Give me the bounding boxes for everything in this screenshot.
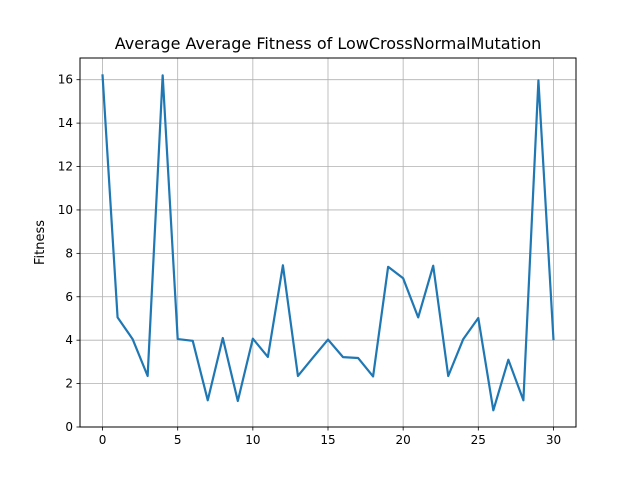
x-tick-label: 30 <box>546 433 561 447</box>
grid-lines <box>80 58 576 428</box>
x-tick-label: 20 <box>396 433 411 447</box>
y-tick-label: 12 <box>58 160 73 174</box>
x-tick-label: 15 <box>320 433 335 447</box>
series-layer <box>101 74 555 412</box>
axis-ticks: 0 5 10 15 20 25 30 0 2 4 6 8 10 12 14 16 <box>58 73 561 447</box>
y-tick-label: 6 <box>65 290 73 304</box>
y-tick-label: 4 <box>65 333 73 347</box>
y-tick-label: 14 <box>58 116 73 130</box>
y-tick-label: 10 <box>58 203 73 217</box>
x-tick-label: 0 <box>99 433 107 447</box>
x-tick-label: 25 <box>471 433 486 447</box>
x-tick-label: 5 <box>174 433 182 447</box>
y-axis-label: Fitness <box>33 220 48 265</box>
x-tick-label: 10 <box>245 433 260 447</box>
y-tick-label: 2 <box>65 377 73 391</box>
series-line <box>101 74 555 412</box>
chart-title: Average Average Fitness of LowCrossNorma… <box>115 34 542 53</box>
y-tick-label: 16 <box>58 73 73 87</box>
y-tick-label: 0 <box>65 420 73 434</box>
y-tick-label: 8 <box>65 246 73 260</box>
